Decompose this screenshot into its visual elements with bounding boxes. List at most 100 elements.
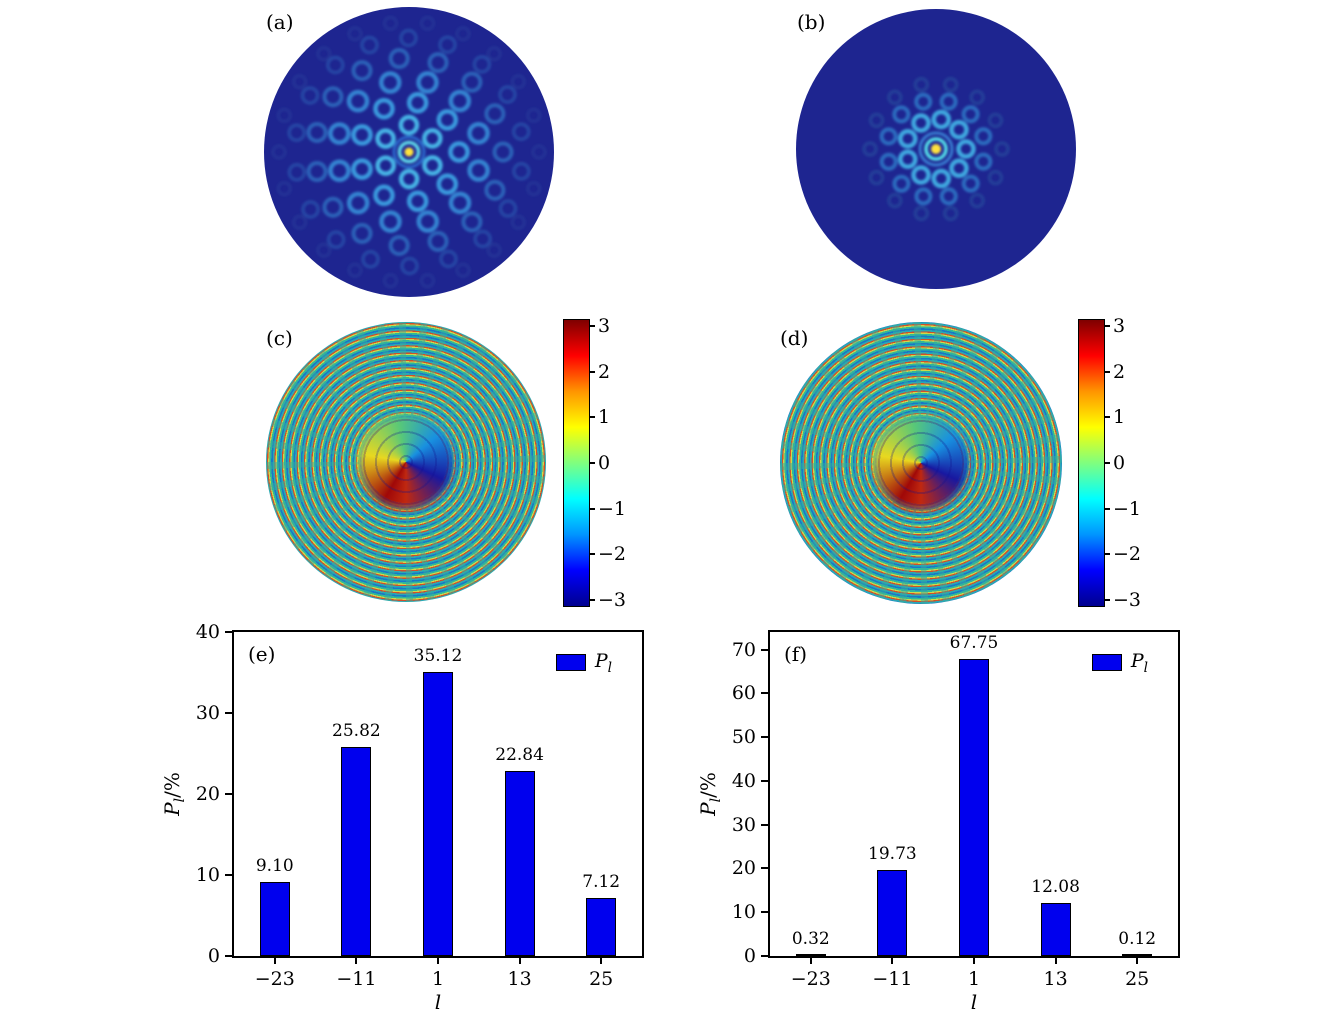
bar-value-label: 67.75 bbox=[949, 633, 999, 654]
panel-e-label: (e) bbox=[248, 642, 276, 666]
y-axis-tick bbox=[225, 955, 232, 957]
x-axis-tick-label: 25 bbox=[589, 968, 614, 990]
colorbar-tick-label: 1 bbox=[1113, 406, 1126, 429]
colorbar-tick bbox=[1104, 507, 1110, 510]
x-axis-tick bbox=[600, 956, 603, 964]
colorbar-tick bbox=[1104, 598, 1110, 601]
x-axis-tick-label: −11 bbox=[336, 968, 377, 990]
colorbar-tick-label: 0 bbox=[1113, 452, 1126, 474]
colorbar-tick-label: 3 bbox=[1113, 315, 1126, 338]
colorbar-c: 3 2 1 0 −1 −2 −3 bbox=[563, 315, 626, 611]
colorbar-tick-label: −2 bbox=[1113, 543, 1142, 566]
legend-symbol: P bbox=[594, 650, 608, 672]
phase-vortex-core bbox=[354, 410, 458, 514]
bar bbox=[586, 898, 617, 956]
y-axis-tick-label: 50 bbox=[731, 726, 756, 749]
colorbar-tick bbox=[1104, 416, 1110, 419]
bar-chart-f: (f) Pl 0 10 20 30 40 50 60 70 0.32 −23 19.73 −11 67.… bbox=[696, 630, 1180, 1013]
colorbar-tick bbox=[1104, 462, 1110, 464]
y-axis-tick bbox=[761, 823, 768, 826]
x-axis-tick bbox=[891, 956, 894, 964]
colorbar-tick bbox=[589, 370, 595, 373]
plot-area-f: (f) Pl 0 10 20 30 40 50 60 70 0.32 −23 19.73 −11 67.… bbox=[732, 630, 1180, 990]
colorbar-tick bbox=[589, 462, 595, 464]
ylabel-subscript: l bbox=[708, 797, 724, 803]
bar bbox=[423, 671, 453, 956]
bar bbox=[259, 882, 290, 956]
bar bbox=[341, 746, 372, 956]
bar-value-label: 0.32 bbox=[791, 928, 830, 949]
colorbar-tick bbox=[589, 553, 595, 556]
colorbar-tick bbox=[589, 507, 595, 510]
intensity-plot-a bbox=[264, 7, 554, 297]
y-axis-tick bbox=[761, 867, 768, 870]
colorbar-tick-label: 1 bbox=[598, 406, 611, 429]
legend-label: Pl bbox=[595, 650, 612, 676]
bar bbox=[504, 771, 535, 956]
colorbar-tick bbox=[1104, 553, 1110, 556]
y-axis-tick-label: 30 bbox=[195, 702, 220, 724]
legend-subscript: l bbox=[607, 659, 612, 676]
panel-b-label: (b) bbox=[797, 10, 826, 34]
x-axis-tick-label: 1 bbox=[967, 968, 981, 990]
x-axis-label-e: l bbox=[434, 990, 442, 1013]
y-axis-tick-label: 20 bbox=[731, 857, 756, 880]
panel-f-label: (f) bbox=[784, 642, 808, 666]
y-axis-tick bbox=[761, 955, 768, 957]
y-axis-tick-label: 10 bbox=[195, 864, 220, 886]
y-axis-tick bbox=[761, 692, 768, 695]
ylabel-units: /% bbox=[160, 772, 184, 798]
bar-value-label: 9.10 bbox=[255, 856, 294, 877]
colorbar-tick-label: −1 bbox=[598, 497, 627, 520]
x-axis-label-f: l bbox=[970, 990, 978, 1013]
colorbar-tick bbox=[1104, 325, 1110, 328]
legend-symbol: P bbox=[1130, 650, 1144, 672]
phase-vortex-core bbox=[869, 411, 973, 515]
x-axis-tick bbox=[809, 956, 812, 964]
legend-subscript: l bbox=[1143, 659, 1148, 676]
x-axis-tick-label: −23 bbox=[790, 968, 831, 990]
x-axis-tick-label: −23 bbox=[254, 968, 295, 990]
y-axis-tick bbox=[761, 648, 768, 651]
panel-d-label: (d) bbox=[780, 326, 809, 350]
intensity-plot-b bbox=[796, 9, 1076, 289]
x-axis-tick bbox=[273, 956, 276, 964]
bar bbox=[959, 659, 989, 956]
y-axis-label-e: Pl/% bbox=[160, 772, 188, 816]
bar bbox=[1122, 954, 1153, 956]
y-axis-label-f: Pl/% bbox=[696, 772, 724, 816]
colorbar-tick bbox=[1104, 370, 1110, 373]
colorbar-tick bbox=[589, 598, 595, 601]
y-axis-tick-label: 20 bbox=[195, 783, 220, 805]
colorbar-gradient bbox=[1079, 320, 1104, 606]
x-axis-tick-label: 13 bbox=[507, 968, 532, 990]
y-axis-tick bbox=[225, 712, 232, 714]
y-axis-tick-label: 40 bbox=[731, 769, 756, 792]
colorbar-tick-label: −1 bbox=[1113, 497, 1142, 520]
bar bbox=[795, 954, 826, 956]
bar bbox=[1040, 903, 1071, 956]
colorbar-tick-label: −2 bbox=[598, 543, 627, 566]
x-axis-tick bbox=[437, 956, 439, 964]
bar-value-label: 0.12 bbox=[1118, 928, 1157, 949]
ylabel-units: /% bbox=[696, 772, 720, 798]
phase-plot-c bbox=[266, 322, 546, 602]
y-axis-tick-label: 40 bbox=[195, 621, 220, 643]
colorbar-tick-label: −3 bbox=[598, 588, 627, 611]
y-axis-tick-label: 30 bbox=[731, 813, 756, 836]
x-axis-tick-label: −11 bbox=[872, 968, 913, 990]
colorbar-tick-label: 2 bbox=[598, 360, 611, 383]
y-axis-tick-label: 0 bbox=[743, 945, 756, 967]
bar-chart-e: (e) Pl 0 10 20 30 40 9.10 −23 25.82 −11 35.12 1 22.… bbox=[160, 621, 644, 1013]
bar bbox=[877, 869, 908, 956]
colorbar-tick bbox=[589, 416, 595, 419]
x-axis-tick-label: 13 bbox=[1043, 968, 1068, 990]
y-axis-tick-label: 60 bbox=[731, 682, 756, 705]
x-axis-tick bbox=[355, 956, 358, 964]
colorbar-tick bbox=[589, 325, 595, 328]
legend-e: Pl bbox=[555, 650, 612, 676]
bar-value-label: 12.08 bbox=[1031, 877, 1080, 898]
colorbar-ticks: 3 2 1 0 −1 −2 −3 bbox=[564, 315, 626, 611]
x-axis-tick bbox=[1136, 956, 1139, 964]
